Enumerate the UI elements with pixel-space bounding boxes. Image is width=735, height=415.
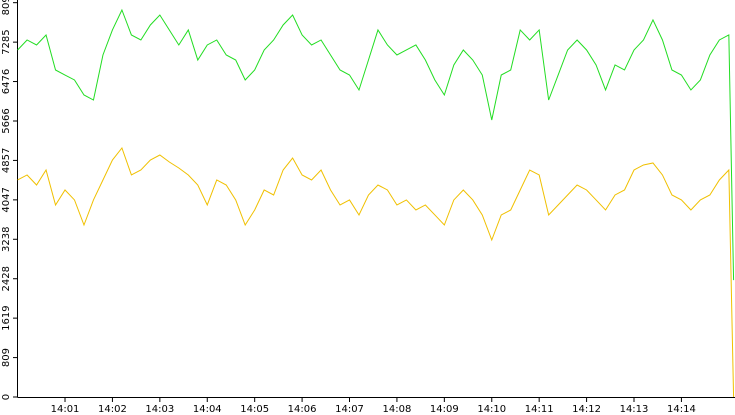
x-tick-label: 14:01	[51, 404, 80, 415]
x-tick-label: 14:06	[288, 404, 317, 415]
y-tick-label: 5666	[1, 108, 12, 133]
y-tick-label: 8095	[1, 0, 12, 15]
x-tick-label: 14:09	[430, 404, 459, 415]
x-tick-label: 14:08	[383, 404, 412, 415]
y-tick-label: 6476	[1, 69, 12, 94]
y-tick-label: 1619	[1, 305, 12, 330]
y-tick-label: 7285	[1, 29, 12, 54]
x-tick-label: 14:10	[477, 404, 506, 415]
y-tick-label: 4857	[1, 148, 12, 173]
x-tick-label: 14:04	[193, 404, 222, 415]
x-tick-label: 14:02	[98, 404, 127, 415]
x-tick-label: 14:07	[335, 404, 364, 415]
x-tick-label: 14:11	[525, 404, 554, 415]
y-tick-label: 4047	[1, 187, 12, 212]
y-tick-label: 0	[1, 394, 12, 400]
x-tick-label: 14:14	[667, 404, 696, 415]
y-tick-label: 2428	[1, 266, 12, 291]
y-tick-label: 809	[1, 348, 12, 367]
x-tick-label: 14:05	[240, 404, 269, 415]
series-line	[17, 8, 735, 281]
x-tick-label: 14:03	[145, 404, 174, 415]
x-tick-label: 14:13	[620, 404, 649, 415]
x-tick-label: 14:12	[572, 404, 601, 415]
y-tick-label: 3238	[1, 227, 12, 252]
series-line	[17, 146, 735, 398]
